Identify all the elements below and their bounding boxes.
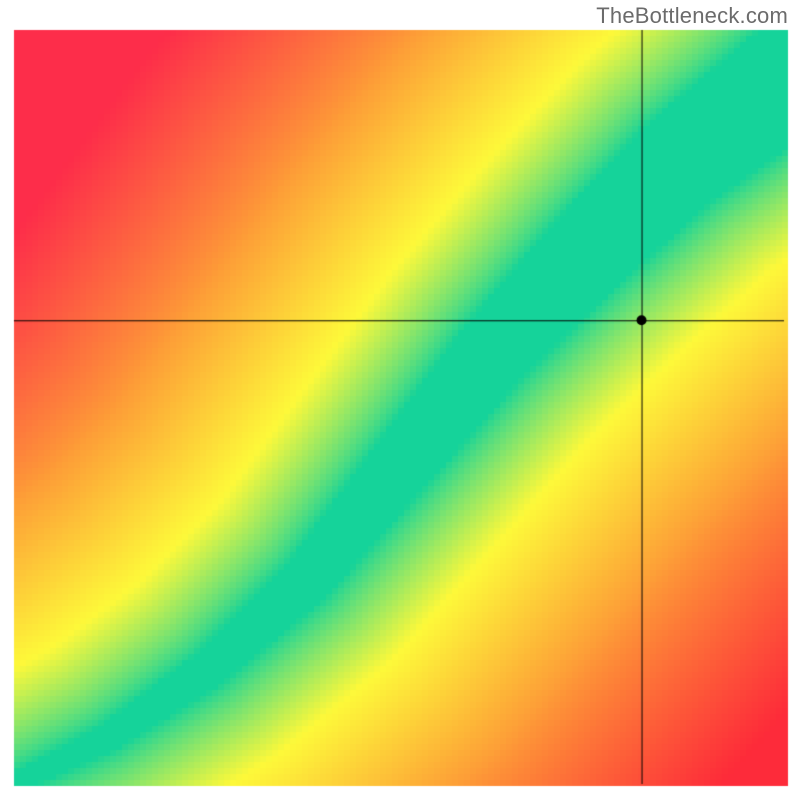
- bottleneck-heatmap-card: TheBottleneck.com: [0, 0, 800, 800]
- watermark-text: TheBottleneck.com: [596, 3, 788, 29]
- crosshair-overlay: [0, 0, 800, 800]
